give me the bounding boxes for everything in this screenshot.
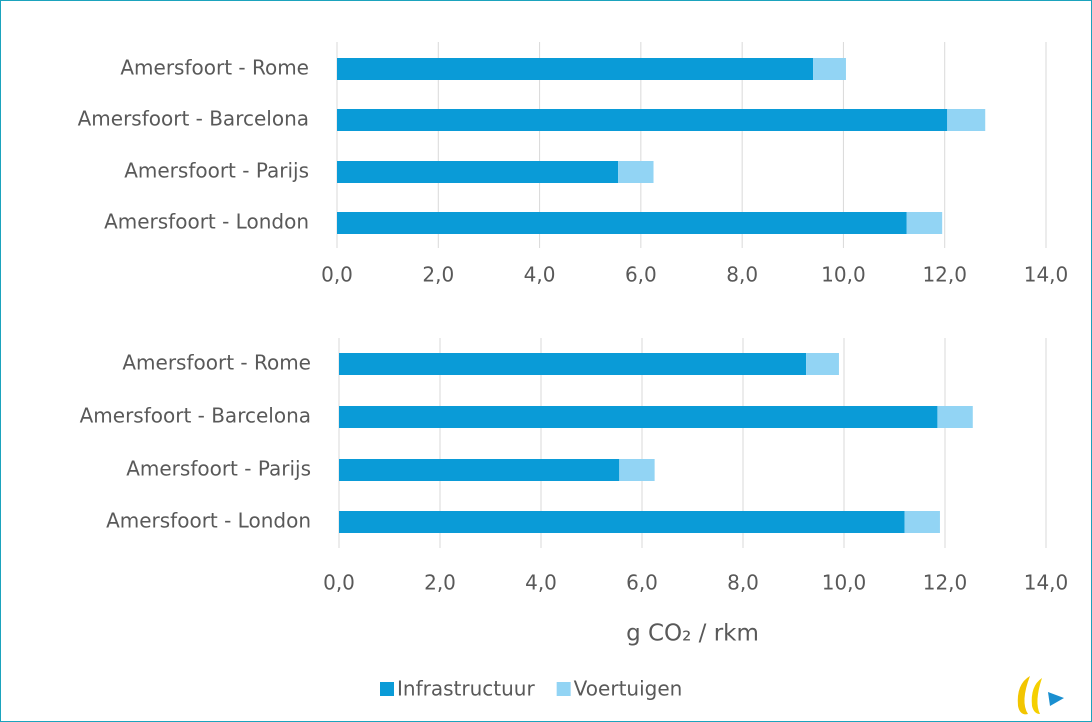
y-tick-label: Amersfoort - Parijs bbox=[126, 457, 311, 481]
logo bbox=[1017, 676, 1064, 715]
bar-segment bbox=[339, 459, 620, 481]
x-tick-label: 10,0 bbox=[821, 263, 866, 287]
x-tick-label: 4,0 bbox=[525, 571, 557, 595]
legend-label: Voertuigen bbox=[574, 677, 683, 701]
x-tick-label: 10,0 bbox=[822, 571, 867, 595]
bar-segment bbox=[806, 353, 839, 375]
bar-segment bbox=[339, 511, 905, 533]
legend-swatch bbox=[556, 682, 571, 696]
x-tick-label: 14,0 bbox=[1024, 571, 1069, 595]
x-tick-label: 8,0 bbox=[726, 263, 758, 287]
bar-segment bbox=[339, 406, 938, 428]
y-tick-label: Amersfoort - Parijs bbox=[124, 159, 309, 183]
x-tick-label: 14,0 bbox=[1024, 263, 1069, 287]
bar-segment bbox=[906, 212, 943, 234]
bar-segment bbox=[618, 161, 654, 183]
x-tick-label: 12,0 bbox=[923, 571, 968, 595]
legend-label: Infrastructuur bbox=[397, 677, 535, 701]
x-tick-label: 2,0 bbox=[422, 263, 454, 287]
bar-segment bbox=[937, 406, 973, 428]
x-tick-label: 0,0 bbox=[323, 571, 355, 595]
y-tick-label: Amersfoort - Barcelona bbox=[80, 404, 311, 428]
legend-swatch bbox=[380, 682, 394, 696]
bar-segment bbox=[947, 109, 986, 131]
y-tick-label: Amersfoort - London bbox=[104, 210, 309, 234]
x-tick-label: 6,0 bbox=[625, 263, 657, 287]
bar-segment bbox=[339, 353, 807, 375]
bar-segment bbox=[337, 58, 814, 80]
x-tick-label: 0,0 bbox=[321, 263, 353, 287]
bar-segment bbox=[337, 212, 907, 234]
y-tick-label: Amersfoort - Barcelona bbox=[78, 107, 309, 131]
y-tick-label: Amersfoort - Rome bbox=[122, 351, 311, 375]
bar-segment bbox=[813, 58, 846, 80]
bar-segment bbox=[337, 109, 948, 131]
bar-segment bbox=[904, 511, 940, 533]
x-axis-label: g CO₂ / rkm bbox=[626, 621, 759, 647]
x-tick-label: 12,0 bbox=[922, 263, 967, 287]
x-tick-label: 8,0 bbox=[727, 571, 759, 595]
y-tick-label: Amersfoort - London bbox=[106, 509, 311, 533]
x-tick-label: 2,0 bbox=[424, 571, 456, 595]
y-tick-label: Amersfoort - Rome bbox=[120, 56, 309, 80]
bar-segment bbox=[337, 161, 619, 183]
bar-segment bbox=[619, 459, 655, 481]
x-tick-label: 6,0 bbox=[626, 571, 658, 595]
x-tick-label: 4,0 bbox=[524, 263, 556, 287]
